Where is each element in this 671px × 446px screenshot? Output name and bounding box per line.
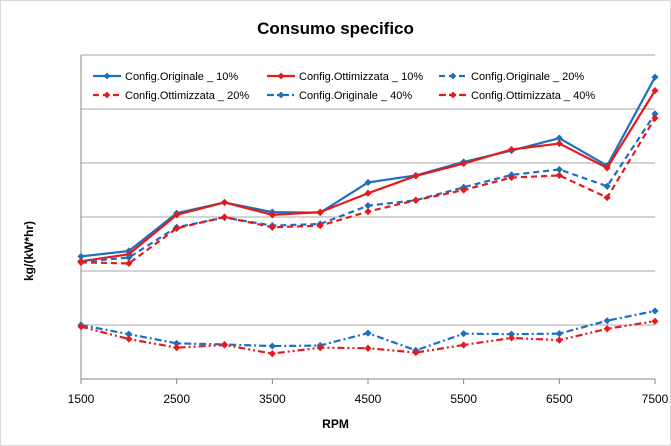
x-tick-label: 1500 [68,392,95,406]
legend-marker [103,91,111,99]
data-point [268,223,276,231]
data-point [412,348,420,357]
data-point [651,87,659,95]
data-point [125,330,133,338]
data-point [651,307,659,315]
data-point [412,196,420,204]
chart-title: Consumo specifico [257,19,414,38]
data-point [555,139,563,148]
data-point [603,317,611,325]
data-point [364,208,372,216]
legend-marker [449,72,457,80]
data-point [220,198,229,207]
data-point [460,186,468,194]
data-point [555,330,563,338]
data-point [460,330,468,338]
x-tick-label: 6500 [546,392,573,406]
data-point [220,213,229,221]
x-tick-label: 3500 [259,392,286,406]
data-point [268,211,276,219]
data-point [77,258,85,266]
data-point [507,145,516,154]
data-point [173,224,181,232]
data-point [173,211,181,219]
legend-marker [277,72,285,80]
data-point [603,182,611,190]
data-point [460,341,468,349]
legend-label-4: Config.Ottimizzata _ 20% [125,90,249,102]
data-point [603,325,611,333]
legend-label-2: Config.Ottimizzata _ 10% [299,71,423,83]
x-tick-label: 5500 [450,392,477,406]
data-point [364,344,372,352]
legend-marker [277,91,285,99]
data-point [555,171,563,180]
data-point [651,114,659,122]
legend-label-3: Config.Originale _ 20% [471,71,584,83]
data-point [125,335,133,343]
data-point [555,134,563,142]
data-point [507,334,516,342]
data-point [555,336,563,344]
data-point [651,73,659,81]
data-point [460,159,468,168]
legend-label-5: Config.Originale _ 40% [299,90,412,102]
data-point [77,323,85,331]
data-point [651,110,659,118]
data-point [125,259,133,268]
x-tick-label: 2500 [163,392,190,406]
data-point [268,342,276,350]
data-point [268,350,276,358]
data-point [364,202,372,210]
data-point [364,189,372,197]
data-point [651,317,659,325]
data-point [316,222,324,230]
data-point [507,173,516,182]
data-point [77,252,85,261]
data-point [173,344,181,352]
data-point [173,339,181,347]
data-point [555,165,563,174]
legend-label-6: Config.Ottimizzata _ 40% [471,90,595,102]
data-point [412,172,420,180]
legend-marker [449,91,457,99]
data-point [364,329,372,337]
series-line-3 [80,113,656,263]
data-point [316,344,324,352]
x-tick-label: 4500 [355,392,382,406]
data-point [364,178,372,187]
legend-label-1: Config.Originale _ 10% [125,71,238,83]
x-axis-label: RPM [322,417,349,431]
series-line-1 [80,76,656,258]
data-point [220,341,229,349]
data-point [125,253,133,262]
data-point [603,193,611,202]
data-point [603,164,611,172]
legend-marker [103,72,111,80]
x-tick-label: 7500 [642,392,669,406]
data-point [316,208,324,216]
data-point [507,330,516,338]
